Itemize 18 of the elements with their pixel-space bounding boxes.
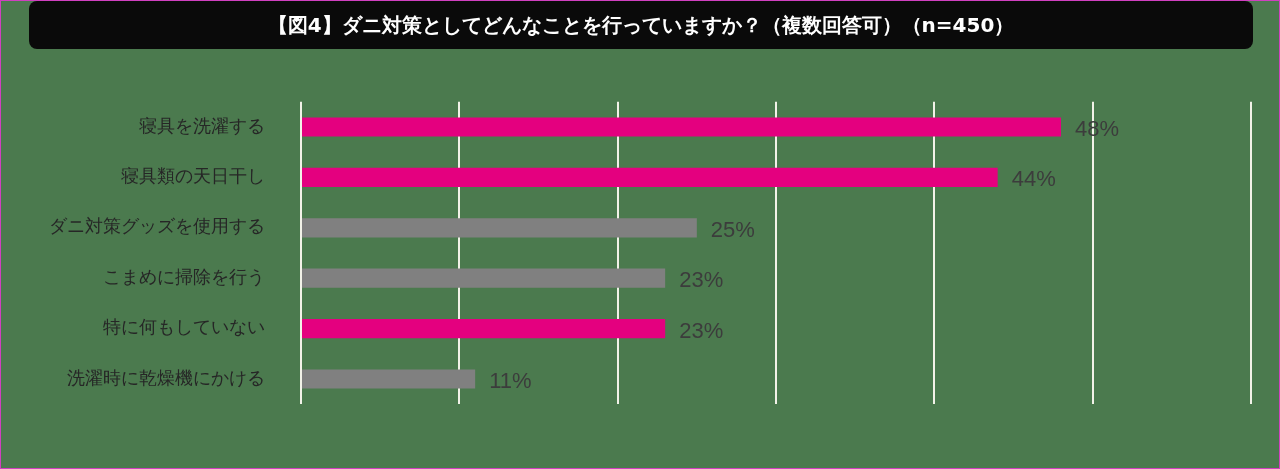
data-label: 25% (710, 216, 755, 242)
data-label: 44% (1011, 166, 1056, 192)
data-label: 23% (679, 317, 724, 343)
y-tick-label: 寝具類の天日干し (121, 165, 265, 187)
bar (302, 117, 1061, 137)
data-label: 11% (489, 368, 532, 394)
y-tick-label: こまめに掃除を行う (103, 265, 265, 287)
bar (302, 319, 666, 339)
chart-title: 【図4】ダニ対策としてどんなことを行っていますか？（複数回答可）（n=450） (29, 1, 1253, 49)
bar (302, 218, 697, 238)
data-label: 23% (679, 267, 724, 293)
y-tick-label: 特に何もしていない (103, 316, 265, 338)
y-tick-label: 寝具を洗濯する (139, 114, 265, 136)
bar (302, 167, 998, 187)
y-tick-label: ダニ対策グッズを使用する (49, 215, 265, 237)
bar (302, 268, 666, 288)
y-tick-label: 洗濯時に乾燥機にかける (67, 366, 265, 388)
bar (302, 369, 476, 389)
